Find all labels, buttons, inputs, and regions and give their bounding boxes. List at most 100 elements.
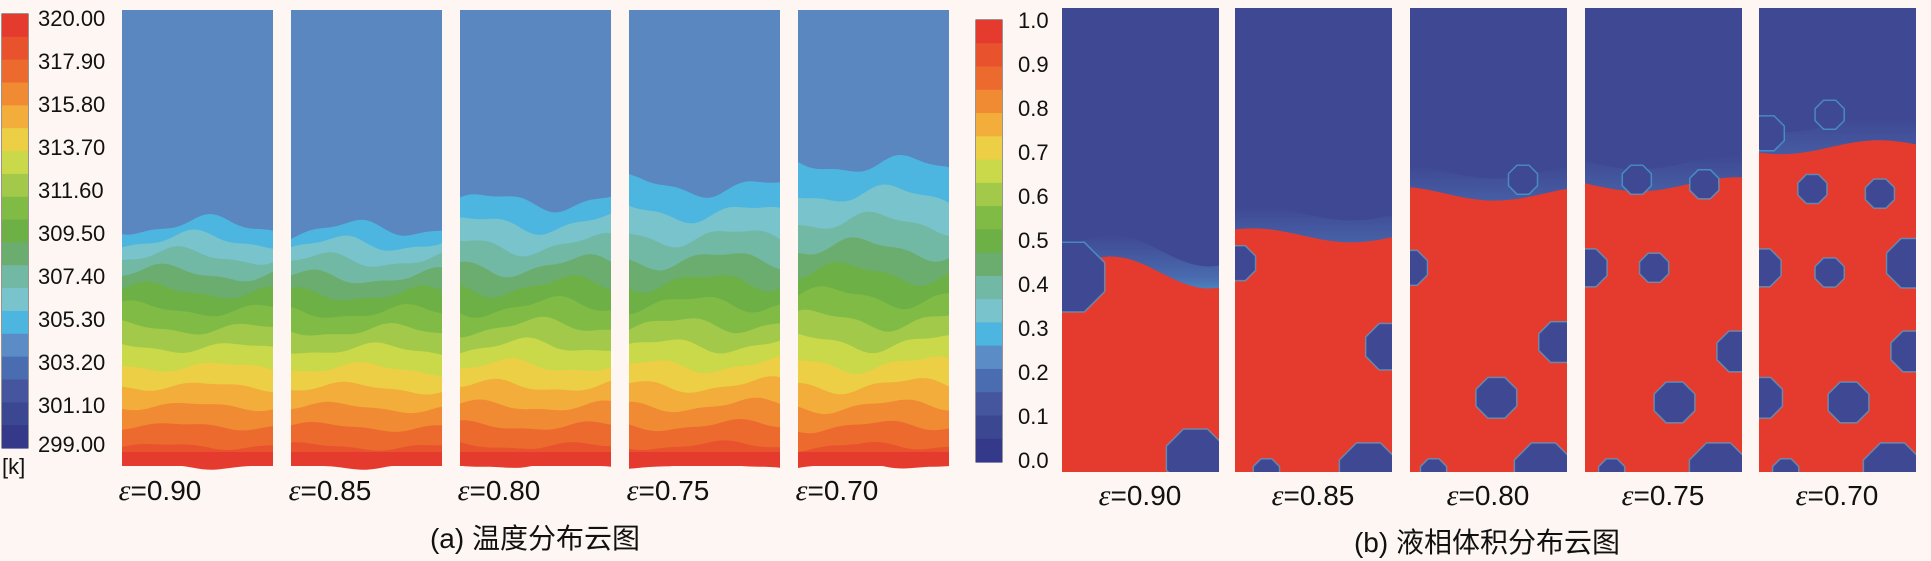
liquid-region-0 — [1062, 256, 1219, 472]
solid-particle-4-9 — [1759, 376, 1784, 419]
epsilon-symbol: ε — [119, 474, 131, 507]
temp-hot-base-3 — [629, 452, 780, 466]
temp-colorbar-band-10 — [2, 242, 28, 266]
temp-colorbar-band-3 — [2, 82, 28, 106]
temperature-panel-2 — [460, 10, 611, 468]
temp-hot-base-4 — [798, 452, 949, 466]
epsilon-symbol: ε — [1796, 479, 1808, 512]
liquid-colorbar-band-11 — [976, 275, 1002, 300]
liquid-tick-8: 0.2 — [1018, 360, 1049, 385]
solid-particle-4-5 — [1814, 257, 1845, 288]
epsilon-symbol: ε — [1447, 479, 1459, 512]
liquid-tick-10: 0.0 — [1018, 448, 1049, 473]
solid-particle-3-4 — [1716, 330, 1742, 373]
temp-colorbar-band-1 — [2, 36, 28, 61]
temp-label-3: ε=0.75 — [627, 474, 710, 507]
epsilon-symbol: ε — [1099, 479, 1111, 512]
liquid-label-text-3: =0.75 — [1633, 480, 1704, 511]
temp-hot-base-1 — [291, 452, 442, 466]
temperature-panel-3 — [629, 10, 780, 469]
liquid-region-4 — [1759, 140, 1916, 472]
solid-particle-3-5 — [1653, 381, 1696, 424]
liquid-label-text-1: =0.85 — [1283, 480, 1354, 511]
solid-particle-4-2 — [1797, 173, 1828, 205]
solid-particle-4-10 — [1771, 458, 1800, 472]
temp-colorbar-band-11 — [2, 265, 28, 289]
liquid-tick-2: 0.8 — [1018, 96, 1049, 121]
liquid-colorbar: 1.0 0.9 0.8 0.7 0.6 0.5 0.4 0.3 0.2 0.1 … — [975, 8, 1049, 473]
solid-particle-3-7 — [1688, 442, 1742, 472]
temp-label-2: ε=0.80 — [458, 474, 541, 507]
liquid-colorbar-band-15 — [976, 368, 1002, 393]
liquid-label-1: ε=0.85 — [1272, 479, 1355, 512]
solid-particle-4-11 — [1862, 442, 1916, 472]
solid-particle-1-1 — [1364, 322, 1392, 371]
temp-label-text-2: =0.80 — [469, 475, 540, 506]
temperature-panel-4 — [798, 10, 949, 469]
temperature-panel-1 — [291, 10, 442, 470]
solid-particle-2-2 — [1538, 321, 1567, 364]
solid-particle-1-0 — [1235, 245, 1257, 282]
temp-colorbar-band-14 — [2, 333, 28, 358]
temp-colorbar-band-13 — [2, 310, 28, 335]
temp-contour-1-14 — [291, 463, 442, 470]
temperature-panel-0 — [122, 10, 273, 470]
epsilon-symbol: ε — [1622, 479, 1634, 512]
liquid-label-text-2: =0.80 — [1458, 480, 1529, 511]
solid-particle-0-0 — [1062, 241, 1106, 313]
liquid-colorbar-band-4 — [976, 113, 1002, 137]
liquid-region-1 — [1235, 228, 1392, 472]
temp-label-text-3: =0.75 — [638, 475, 709, 506]
temperature-colorbar-bands — [2, 14, 28, 449]
liquid-caption: (b) 液相体积分布云图 — [1354, 527, 1620, 558]
liquid-panel-4 — [1759, 8, 1916, 472]
liquid-panel-1 — [1235, 8, 1392, 472]
liquid-panels — [1062, 8, 1916, 473]
solid-particle-3-3 — [1638, 252, 1670, 284]
liquid-label-4: ε=0.70 — [1796, 479, 1879, 512]
temp-colorbar-band-0 — [2, 14, 28, 38]
solid-particle-2-4 — [1419, 458, 1448, 472]
temp-tick-5: 309.50 — [38, 221, 105, 246]
liquid-label-text-4: =0.70 — [1807, 480, 1878, 511]
temp-colorbar-band-8 — [2, 196, 28, 221]
liquid-colorbar-band-14 — [976, 345, 1002, 370]
liquid-label-text-0: =0.90 — [1110, 480, 1181, 511]
solid-particle-0-1 — [1165, 428, 1219, 472]
liquid-label-0: ε=0.90 — [1099, 479, 1182, 512]
temp-colorbar-band-2 — [2, 59, 28, 84]
solid-particles-2 — [1410, 164, 1567, 472]
epsilon-symbol: ε — [796, 474, 808, 507]
temp-tick-10: 299.00 — [38, 432, 105, 457]
temp-tick-3: 313.70 — [38, 135, 105, 160]
liquid-tick-5: 0.5 — [1018, 228, 1049, 253]
liquid-colorbar-band-3 — [976, 89, 1002, 114]
liquid-tick-0: 1.0 — [1018, 8, 1049, 33]
temp-colorbar-band-9 — [2, 219, 28, 244]
temp-tick-1: 317.90 — [38, 49, 105, 74]
solid-particle-3-6 — [1597, 458, 1626, 472]
temp-colorbar-band-16 — [2, 379, 28, 403]
solid-particle-3-1 — [1621, 164, 1653, 195]
liquid-colorbar-band-8 — [976, 206, 1002, 230]
temp-colorbar-band-5 — [2, 128, 28, 152]
temp-label-text-0: =0.90 — [130, 475, 201, 506]
temp-tick-7: 305.30 — [38, 307, 105, 332]
temp-colorbar-band-7 — [2, 173, 28, 198]
temp-colorbar-band-15 — [2, 356, 28, 381]
temp-tick-9: 301.10 — [38, 393, 105, 418]
liquid-colorbar-band-1 — [976, 43, 1002, 68]
liquid-colorbar-band-13 — [976, 322, 1002, 347]
temp-tick-6: 307.40 — [38, 264, 105, 289]
solid-particle-4-4 — [1759, 248, 1782, 288]
solid-particles-4 — [1759, 99, 1916, 472]
temp-tick-8: 303.20 — [38, 350, 105, 375]
liquid-tick-3: 0.7 — [1018, 140, 1049, 165]
temp-colorbar-band-18 — [2, 425, 28, 449]
liquid-colorbar-band-17 — [976, 415, 1002, 440]
liquid-colorbar-band-7 — [976, 182, 1002, 207]
epsilon-symbol: ε — [1272, 479, 1284, 512]
liquid-colorbar-band-18 — [976, 438, 1002, 463]
solid-particle-1-2 — [1252, 458, 1281, 472]
